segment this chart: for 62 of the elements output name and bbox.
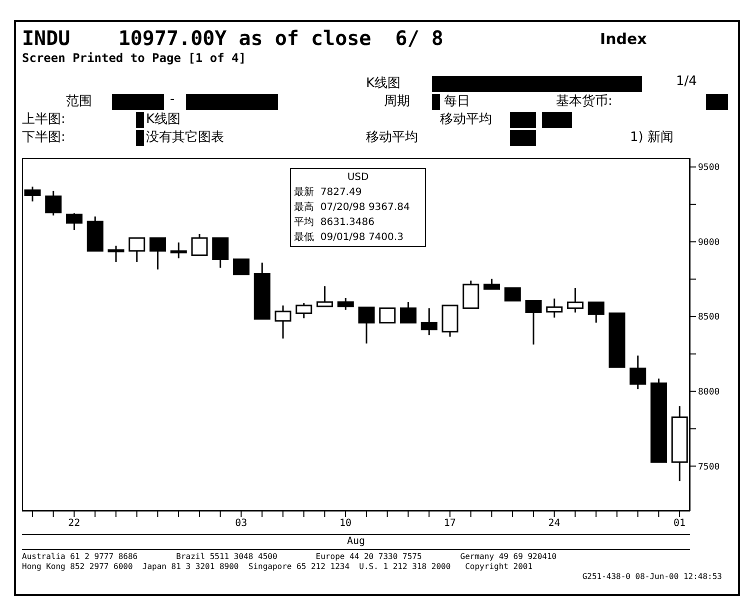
candlestick [358,306,375,344]
candlestick [337,297,354,311]
text: K线图 [366,75,401,92]
candlestick [296,302,312,319]
text: 周期 [384,93,410,110]
text: 没有其它图表 [146,129,224,146]
annotation: 平均 8631.3486 [294,216,376,230]
x-tick-label: 17 [444,518,456,530]
candlestick [484,278,500,290]
candlestick [316,285,333,308]
candlestick [191,233,208,256]
chart-subtitle: Screen Printed to Page [1 of 4] [22,51,246,65]
candlestick [420,307,438,336]
text: Aug [22,534,690,550]
annotation: USD [346,171,370,185]
x-tick-label: 22 [68,518,80,530]
candlestick [567,287,584,314]
text: 下半图: [22,129,66,146]
candlestick [212,237,229,269]
candlestick [400,301,416,324]
candlestick [233,258,250,276]
y-tick-label: 8500 [698,312,720,323]
candlestick [504,287,521,302]
text: 上半图: [22,111,66,128]
candlestick [588,302,604,324]
y-tick-label: 7500 [698,462,720,472]
text: 1) 新闻 [630,129,674,146]
candlestick [462,280,480,309]
candlestick [45,190,62,216]
text: G251-438-0 08-Jun-00 12:48:53 [581,572,722,582]
text: 移动平均 [366,129,418,146]
text: Hong Kong 852 2977 6000 Japan 81 3 3201 8900 Singapore 65 212 1234 U.S. 1 212 318 2000 Copyright 2001 [22,562,534,572]
text: 1/4 [676,74,697,89]
candlestick [170,242,187,259]
x-tick-label: 03 [235,518,248,530]
annotation: 最高 07/20/98 9367.84 [294,200,411,215]
text: 基本货币: [556,93,612,110]
candlestick [150,237,166,270]
candlestick [274,304,292,340]
x-tick-label: 24 [548,518,560,530]
candlestick [108,245,124,263]
candlestick [379,307,396,324]
candlestick [66,212,82,231]
text: Australia 61 2 9777 8686 Brazil 5511 3048 4500 Europe 44 20 7330 7575 Germany 49 69 920410 [22,552,558,562]
y-tick-label: 9500 [698,163,720,174]
candlestick [525,300,542,346]
chart-title: INDU 10977.00Y as of close 6/ 8 [22,26,444,50]
text: 移动平均 [440,111,492,128]
text: Index [600,30,647,48]
candlestick [128,237,146,263]
x-tick-label: 10 [340,518,352,530]
y-tick-label: 9000 [698,238,720,248]
x-tick-label: 01 [674,518,686,530]
annotation: 最新 7827.49 [294,186,363,200]
candlestick [546,298,563,318]
text: 范围 [66,93,92,110]
y-tick-label: 8000 [698,388,720,398]
candlestick [630,354,646,390]
annotation: 最低 09/01/98 7400.3 [294,231,404,245]
text: - [170,92,175,107]
text: 每日 [444,93,470,110]
text: K线图 [146,111,181,128]
